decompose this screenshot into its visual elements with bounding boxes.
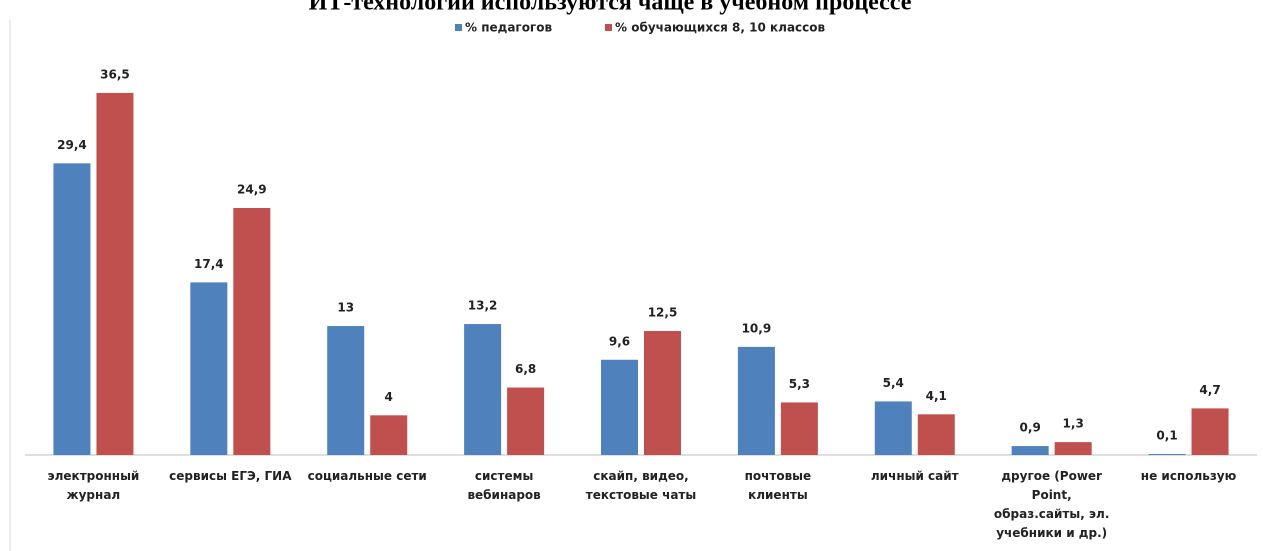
x-tick-label: сервисы ЕГЭ, ГИА [169,469,292,483]
legend-swatch [605,24,612,31]
legend-label: % педагогов [465,21,552,35]
data-label: 0,9 [1020,421,1041,435]
x-tick-label-line: учебники и др.) [996,526,1107,540]
data-label: 4,7 [1199,383,1220,397]
data-label: 5,3 [789,377,810,391]
x-tick-label: социальные сети [308,469,427,483]
data-label: 12,5 [648,306,678,320]
x-tick-label-line: сервисы ЕГЭ, ГИА [169,469,292,483]
legend-label: % обучающихся 8, 10 классов [615,21,826,35]
x-tick-label-line: не использую [1141,469,1237,483]
bar [1148,454,1186,455]
chart-title: ИТ-технологии используются чаще в учебно… [309,0,912,16]
bar [1054,442,1092,455]
x-tick-label: почтовые клиенты [745,469,812,502]
x-tick-label-line: образ.сайты, эл. [994,507,1109,521]
x-tick-label-line: скайп, видео, [593,469,688,483]
bar [464,324,502,455]
data-label: 13,2 [468,299,498,313]
data-label: 17,4 [194,257,224,271]
x-tick-label-line: личный сайт [871,469,959,483]
data-label: 1,3 [1063,417,1084,431]
x-tick-label: личный сайт [871,469,959,483]
bar [96,92,134,456]
x-tick-label-line: Point, [1032,488,1072,502]
x-tick-label-line: текстовые чаты [586,488,696,502]
data-label: 6,8 [515,362,536,376]
bar [737,346,775,455]
x-tick-label: системы вебинаров [467,469,541,502]
x-tick-label-line: почтовые [745,469,812,483]
x-tick-label: скайп, видео, текстовые чаты [586,469,696,502]
data-label: 4 [385,390,393,404]
data-label: 29,4 [57,138,87,152]
bar [917,414,955,455]
bar [601,359,638,455]
data-label: 4,1 [926,389,947,403]
x-tick-label-line: журнал [67,488,121,502]
bar [233,207,271,455]
bar [190,282,228,455]
x-tick-label-line: другое (Power [1001,469,1102,483]
x-tick-label-line: электронный [48,469,140,483]
bar [780,402,818,455]
bar [507,387,545,455]
x-tick-label: не использую [1141,469,1237,483]
x-tick-label-line: вебинаров [467,488,541,502]
bar [644,331,681,455]
legend-swatch [455,24,462,31]
x-tick-label-line: системы [475,469,533,483]
data-label: 36,5 [100,67,130,81]
x-tick-label-line: социальные сети [308,469,427,483]
x-tick-label-line: клиенты [748,488,808,502]
bar [53,163,91,456]
data-label: 24,9 [237,182,267,196]
data-label: 9,6 [609,334,630,348]
bar [370,415,408,455]
x-tick-label: другое (Power Point, образ.сайты, эл. учебн… [994,469,1109,540]
data-label: 0,1 [1156,429,1177,443]
data-label: 10,9 [742,321,772,335]
bar [1011,446,1049,455]
data-label: 5,4 [883,376,904,390]
bar [1191,408,1229,455]
data-label: 13 [337,301,354,315]
bar [327,326,365,455]
x-tick-label: электронный журнал [48,469,140,502]
bar [874,401,912,455]
